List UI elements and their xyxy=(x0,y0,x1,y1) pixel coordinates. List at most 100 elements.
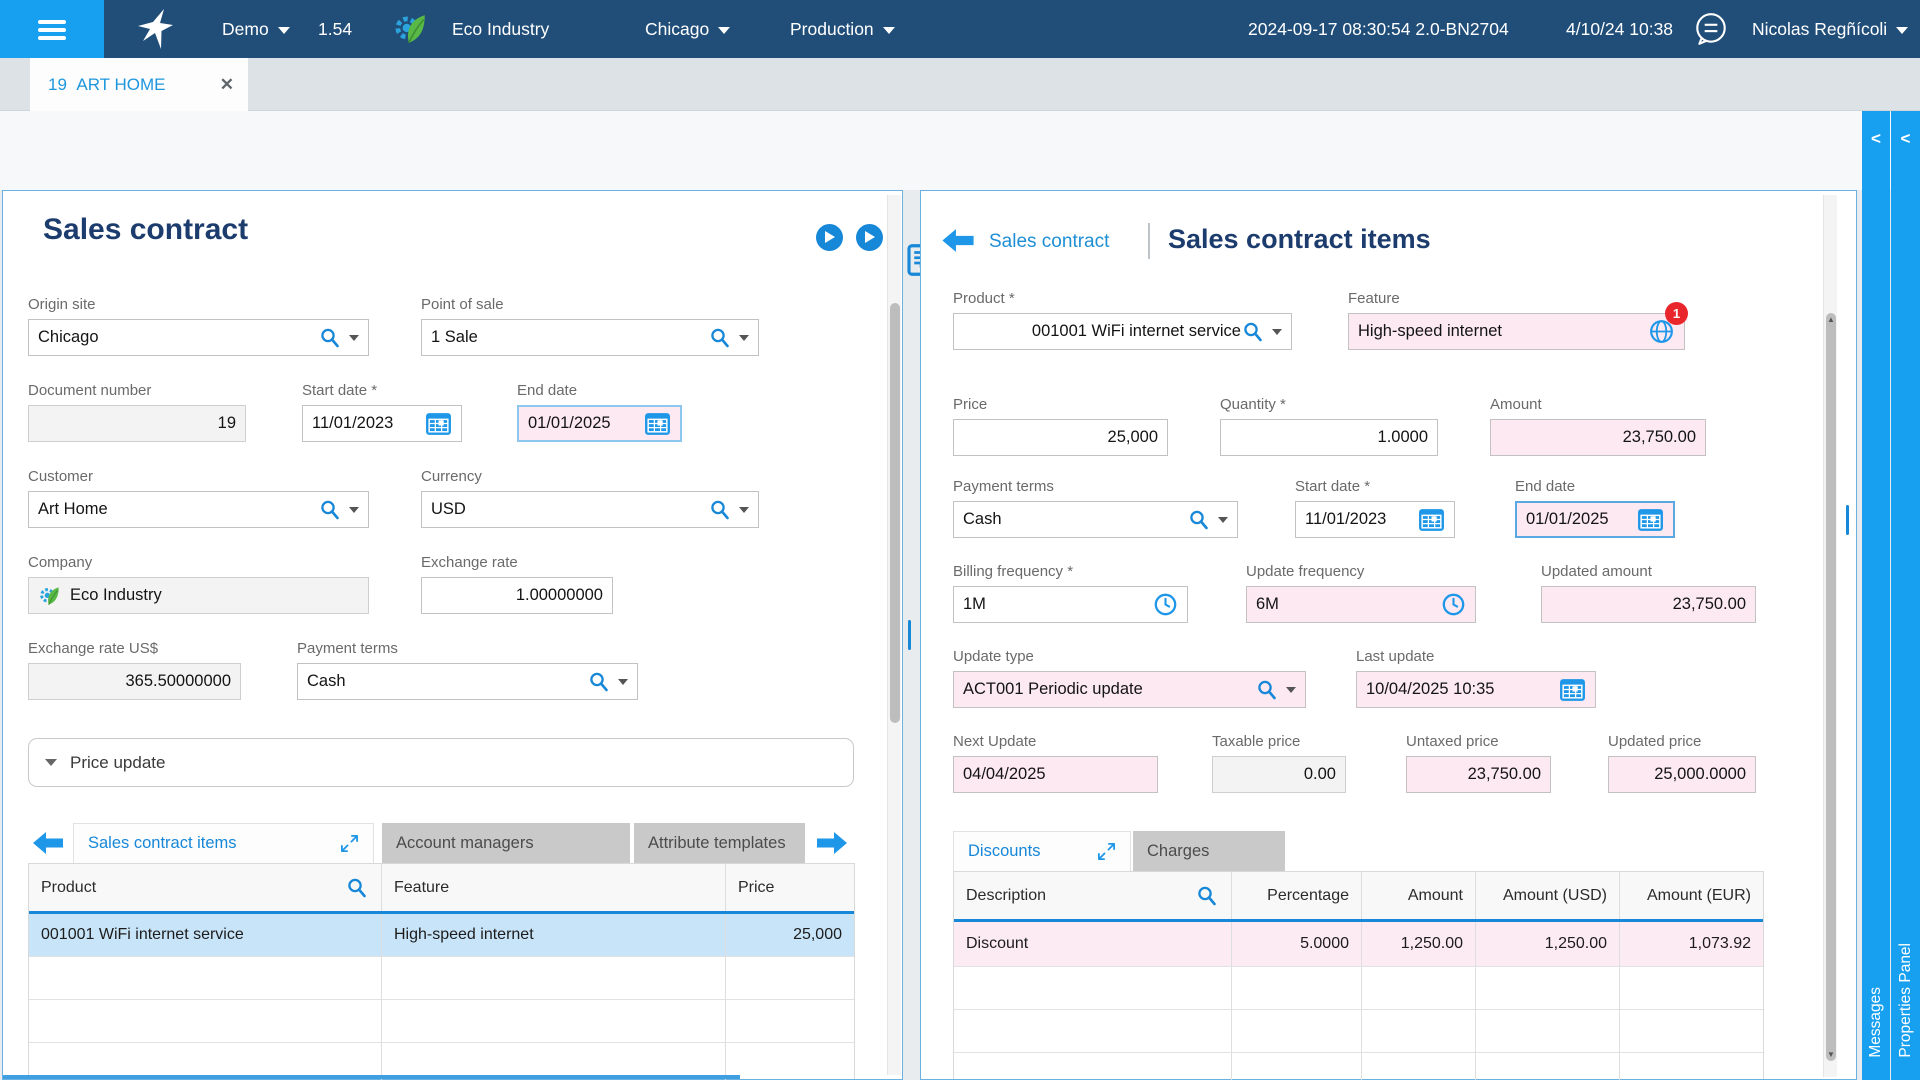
notification-badge: 1 xyxy=(1665,302,1688,325)
billing-frequency-input[interactable]: 1M xyxy=(953,586,1188,623)
chevron-down-icon xyxy=(45,759,57,766)
exchange-rate-input[interactable]: 1.00000000 xyxy=(421,577,613,614)
tabs-scroll-left-icon[interactable] xyxy=(31,830,65,856)
tab-discounts[interactable]: Discounts xyxy=(953,831,1131,871)
tab-sales-contract-19[interactable]: 19 ART HOME ✕ xyxy=(30,58,248,111)
right-panel-scrollbar[interactable]: ▲ ▼ xyxy=(1823,195,1837,1077)
table-row[interactable]: Discount 5.0000 1,250.00 1,250.00 1,073.… xyxy=(954,922,1763,967)
updated-price-field: Updated price 25,000.0000 xyxy=(1608,733,1756,793)
end-date-input[interactable]: 01/01/2025 xyxy=(517,405,682,442)
updated-amount-field: Updated amount 23,750.00 xyxy=(1541,563,1756,623)
updated-amount-input[interactable]: 23,750.00 xyxy=(1541,586,1756,623)
messages-panel-strip[interactable]: < Messages xyxy=(1862,111,1890,1080)
chevron-down-icon xyxy=(882,26,895,34)
feature-input[interactable]: High-speed internet 1 xyxy=(1348,302,1688,350)
origin-site-field: Origin site Chicago xyxy=(28,296,369,356)
environment-selector[interactable]: Demo xyxy=(222,0,290,58)
update-type-input[interactable]: ACT001 Periodic update xyxy=(953,671,1306,708)
bird-logo xyxy=(134,7,178,51)
untaxed-price-input[interactable]: 23,750.00 xyxy=(1406,756,1551,793)
chat-icon[interactable] xyxy=(1692,10,1730,48)
next-update-input[interactable]: 04/04/2025 xyxy=(953,756,1158,793)
calendar-icon[interactable] xyxy=(644,411,671,436)
price-input[interactable]: 25,000 xyxy=(953,419,1168,456)
left-panel-scrollbar[interactable] xyxy=(887,195,901,1075)
column-search-icon[interactable] xyxy=(1195,884,1219,908)
origin-site-input[interactable]: Chicago xyxy=(28,319,369,356)
tab-account-managers[interactable]: Account managers xyxy=(382,823,630,863)
close-icon[interactable]: ✕ xyxy=(219,74,234,94)
quantity-input[interactable]: 1.0000 xyxy=(1220,419,1438,456)
divider xyxy=(1148,223,1150,259)
customer-input[interactable]: Art Home xyxy=(28,491,369,528)
user-menu[interactable]: Nicolas Regñícoli xyxy=(1752,0,1909,58)
site-selector[interactable]: Chicago xyxy=(645,0,731,58)
chevron-down-icon[interactable] xyxy=(1218,516,1228,523)
exchange-rate-usd-input: 365.50000000 xyxy=(28,663,241,700)
breadcrumb-sales-contract[interactable]: Sales contract xyxy=(989,231,1110,252)
start-date-field: Start date * 11/01/2023 xyxy=(1295,478,1455,538)
table-row-empty xyxy=(954,967,1763,1010)
updated-price-input[interactable]: 25,000.0000 xyxy=(1608,756,1756,793)
next-record-button[interactable] xyxy=(816,224,843,251)
tabs-scroll-right-icon[interactable] xyxy=(815,830,849,856)
mode-selector[interactable]: Production xyxy=(790,0,895,58)
chevron-down-icon[interactable] xyxy=(349,506,359,513)
chevron-down-icon[interactable] xyxy=(349,334,359,341)
chevron-down-icon[interactable] xyxy=(1272,328,1282,335)
calendar-icon[interactable] xyxy=(425,411,452,436)
amount-input[interactable]: 23,750.00 xyxy=(1490,419,1706,456)
chevron-down-icon[interactable] xyxy=(1286,686,1296,693)
end-date-input[interactable]: 01/01/2025 xyxy=(1515,501,1675,538)
expand-icon[interactable] xyxy=(340,834,359,853)
search-icon[interactable] xyxy=(587,670,611,694)
last-update-input[interactable]: 10/04/2025 10:35 xyxy=(1356,671,1596,708)
currency-input[interactable]: USD xyxy=(421,491,759,528)
tab-attribute-templates[interactable]: Attribute templates xyxy=(634,823,805,863)
company-name: Eco Industry xyxy=(452,19,550,39)
product-input[interactable]: 001001 WiFi internet service xyxy=(953,313,1292,350)
document-tab-bar: 19 ART HOME ✕ xyxy=(0,58,1920,111)
sales-contract-panel: Sales contract Origin site Chicago Point… xyxy=(2,190,903,1080)
tab-charges[interactable]: Charges xyxy=(1133,831,1285,871)
column-search-icon[interactable] xyxy=(345,876,369,900)
hamburger-icon[interactable] xyxy=(0,0,104,58)
back-arrow-icon[interactable] xyxy=(939,227,977,254)
start-date-input[interactable]: 11/01/2023 xyxy=(302,405,462,442)
exchange-rate-usd-field: Exchange rate US$ 365.50000000 xyxy=(28,640,241,700)
payment-terms-input[interactable]: Cash xyxy=(297,663,638,700)
side-panel-splitter-handle[interactable] xyxy=(1846,505,1849,535)
search-icon[interactable] xyxy=(708,498,732,522)
search-icon[interactable] xyxy=(1255,678,1279,702)
search-icon[interactable] xyxy=(318,498,342,522)
calendar-icon[interactable] xyxy=(1418,507,1445,532)
payment-terms-input[interactable]: Cash xyxy=(953,501,1238,538)
clock-icon[interactable] xyxy=(1441,592,1466,617)
price-update-section[interactable]: Price update xyxy=(28,738,854,787)
panel-splitter-handle[interactable] xyxy=(908,620,911,650)
update-frequency-input[interactable]: 6M xyxy=(1246,586,1476,623)
top-bar: Demo 1.54 Eco Industry Chicago Productio… xyxy=(0,0,1920,58)
chevron-down-icon[interactable] xyxy=(618,678,628,685)
point-of-sale-input[interactable]: 1 Sale xyxy=(421,319,759,356)
left-panel-hscrollbar[interactable] xyxy=(3,1075,740,1079)
search-icon[interactable] xyxy=(1241,320,1265,344)
table-row[interactable]: 001001 WiFi internet service High-speed … xyxy=(29,914,854,957)
clock-icon[interactable] xyxy=(1153,592,1178,617)
last-record-button[interactable] xyxy=(856,224,883,251)
table-row-empty xyxy=(954,1010,1763,1053)
eco-industry-logo xyxy=(38,584,62,608)
chevron-down-icon[interactable] xyxy=(739,506,749,513)
expand-icon[interactable] xyxy=(1097,842,1116,861)
properties-panel-strip[interactable]: < Properties Panel xyxy=(1891,111,1920,1080)
last-update-field: Last update 10/04/2025 10:35 xyxy=(1356,648,1596,708)
search-icon[interactable] xyxy=(708,326,732,350)
start-date-input[interactable]: 11/01/2023 xyxy=(1295,501,1455,538)
calendar-icon[interactable] xyxy=(1637,507,1664,532)
calendar-icon[interactable] xyxy=(1559,677,1586,702)
chevron-down-icon[interactable] xyxy=(739,334,749,341)
search-icon[interactable] xyxy=(1187,508,1211,532)
tab-sales-contract-items[interactable]: Sales contract items xyxy=(73,823,374,863)
search-icon[interactable] xyxy=(318,326,342,350)
company-input: Eco Industry xyxy=(28,577,369,614)
